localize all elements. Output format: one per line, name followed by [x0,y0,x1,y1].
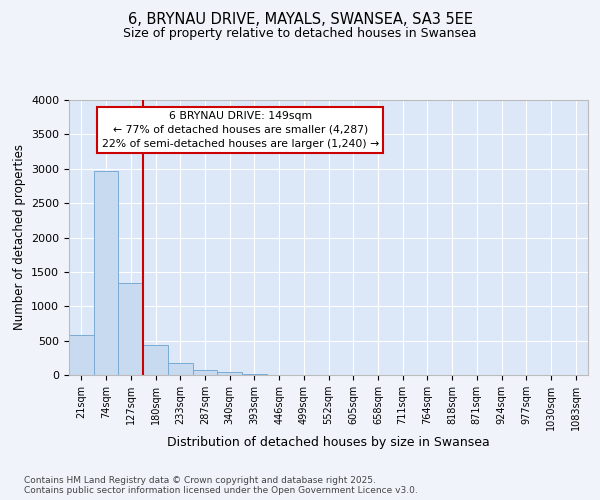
Text: 6, BRYNAU DRIVE, MAYALS, SWANSEA, SA3 5EE: 6, BRYNAU DRIVE, MAYALS, SWANSEA, SA3 5E… [128,12,473,28]
Text: Size of property relative to detached houses in Swansea: Size of property relative to detached ho… [123,28,477,40]
Bar [94,171,118,375]
Text: Contains HM Land Registry data © Crown copyright and database right 2025.
Contai: Contains HM Land Registry data © Crown c… [24,476,418,495]
Bar [242,374,267,375]
Bar [168,363,193,375]
Bar [69,336,94,375]
X-axis label: Distribution of detached houses by size in Swansea: Distribution of detached houses by size … [167,436,490,448]
Bar [118,283,143,375]
Bar [193,370,217,375]
Bar [217,372,242,375]
Y-axis label: Number of detached properties: Number of detached properties [13,144,26,330]
Text: 6 BRYNAU DRIVE: 149sqm
← 77% of detached houses are smaller (4,287)
22% of semi-: 6 BRYNAU DRIVE: 149sqm ← 77% of detached… [101,111,379,149]
Bar [143,346,168,375]
